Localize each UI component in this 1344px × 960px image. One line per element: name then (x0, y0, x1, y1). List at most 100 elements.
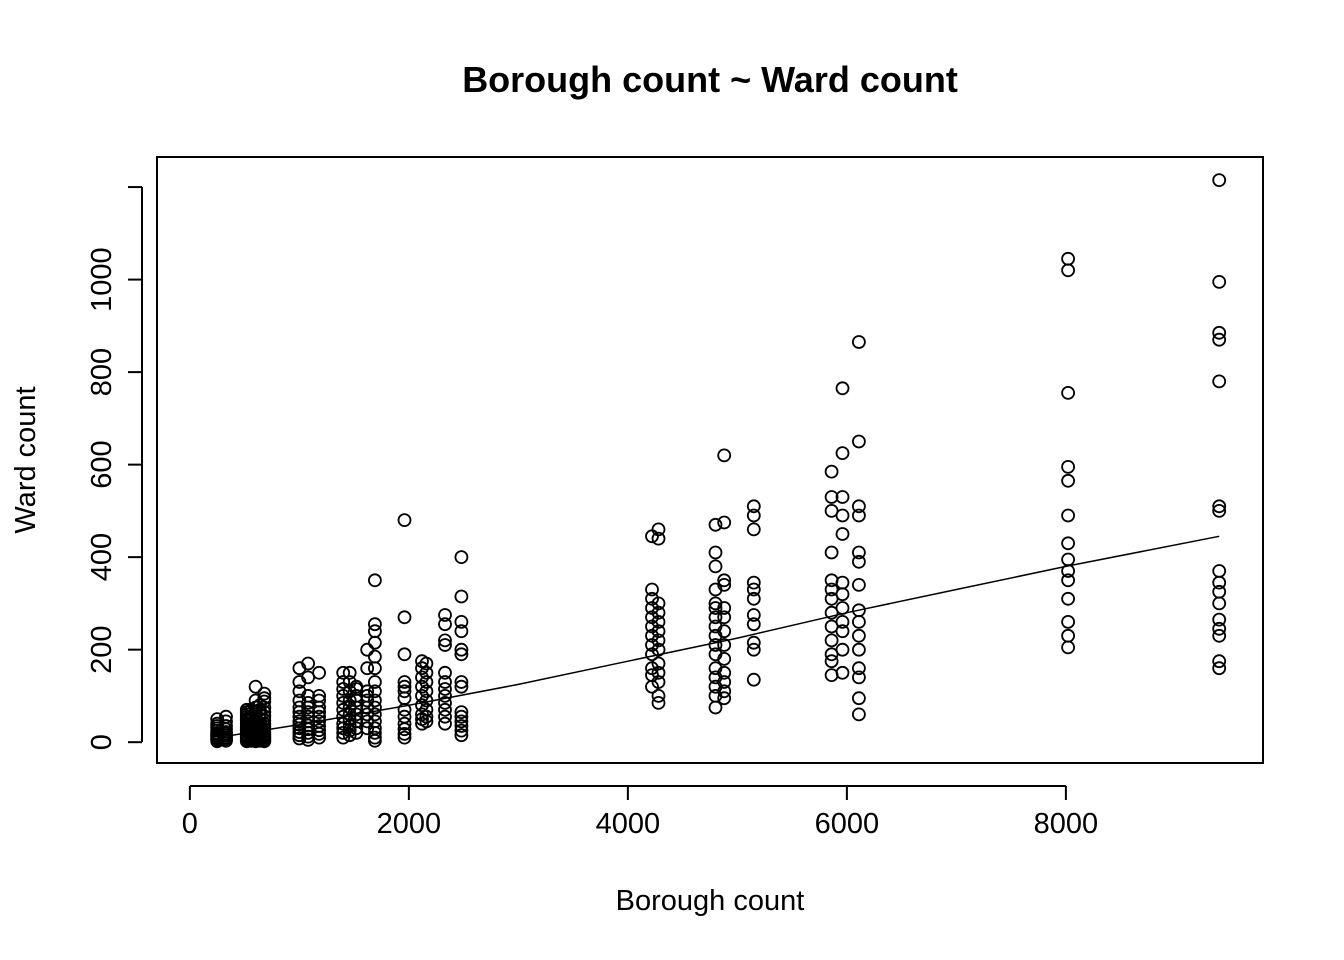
y-axis: 0 200 400 600 800 1000 (86, 186, 143, 750)
data-point (708, 610, 723, 625)
data-point (852, 335, 866, 349)
data-point (824, 654, 839, 669)
data-point (1061, 628, 1075, 643)
data-point (1212, 332, 1227, 347)
x-tick-label: 2000 (377, 808, 442, 840)
data-point (746, 575, 761, 590)
data-point (397, 709, 412, 724)
data-point (367, 617, 382, 632)
data-point (708, 559, 723, 574)
data-point (367, 573, 382, 588)
data-point (397, 513, 412, 527)
data-point (438, 702, 452, 717)
data-point (454, 679, 469, 694)
data-point (397, 647, 412, 662)
data-point (1212, 564, 1227, 578)
data-point (835, 446, 850, 461)
data-point (651, 615, 666, 629)
data-point (746, 617, 761, 632)
y-tick-label: 400 (86, 533, 118, 581)
data-point (336, 709, 351, 724)
data-point (717, 684, 732, 699)
data-point (1212, 374, 1227, 389)
data-point (651, 522, 666, 537)
data-point (852, 554, 866, 569)
data-point (651, 689, 666, 703)
data-point (210, 712, 225, 726)
data-point (852, 707, 866, 722)
data-point (419, 665, 434, 680)
data-point (438, 675, 452, 689)
data-point (746, 672, 761, 687)
data-point (852, 670, 866, 685)
data-point (824, 545, 839, 560)
data-point (438, 665, 452, 680)
data-point (397, 610, 412, 625)
data-point (835, 642, 850, 657)
data-point (1212, 503, 1227, 518)
data-point (835, 508, 850, 523)
data-point (397, 679, 412, 694)
data-point (651, 624, 666, 639)
data-point (454, 550, 469, 564)
data-point (397, 684, 412, 699)
data-point (312, 719, 327, 733)
data-point (360, 642, 375, 657)
data-point (360, 714, 375, 729)
y-tick-label: 200 (86, 626, 118, 674)
data-point (438, 633, 452, 648)
data-point (717, 624, 732, 639)
data-point (367, 707, 382, 722)
data-point (852, 499, 866, 514)
data-point (651, 665, 666, 680)
data-point (257, 686, 272, 701)
data-point (651, 531, 666, 546)
data-point (342, 723, 357, 738)
y-ticks: 0 200 400 600 800 1000 (86, 186, 142, 750)
data-point (219, 719, 233, 733)
x-axis-label: Borough count (616, 885, 805, 917)
data-point (438, 608, 452, 622)
data-point (397, 727, 412, 741)
data-point (367, 714, 382, 729)
data-point (746, 642, 761, 657)
data-point (312, 709, 327, 724)
data-point (717, 652, 732, 666)
data-point (367, 730, 382, 745)
data-point (257, 691, 272, 706)
data-point (717, 610, 732, 625)
data-point (312, 714, 327, 729)
data-point (1061, 459, 1075, 474)
data-point (336, 675, 351, 689)
data-point (835, 490, 850, 504)
data-point (708, 638, 723, 652)
data-point (438, 696, 452, 710)
data-point (717, 638, 732, 652)
data-point (415, 689, 429, 703)
data-point (651, 656, 666, 671)
trend-line-layer (217, 535, 1220, 739)
data-point (454, 642, 469, 657)
data-point (1212, 654, 1227, 669)
data-point (397, 716, 412, 731)
x-tick-label: 8000 (1034, 808, 1099, 840)
data-point (852, 628, 866, 643)
data-point (312, 689, 327, 703)
data-point (746, 635, 761, 650)
x-tick-label: 4000 (596, 808, 661, 840)
data-point (454, 615, 469, 629)
data-point (645, 582, 659, 597)
y-tick-label: 0 (86, 734, 118, 750)
data-point (852, 603, 866, 618)
data-point (415, 661, 429, 676)
chart-title: Borough count ~ Ward count (462, 59, 958, 100)
data-point (415, 698, 429, 713)
data-point (651, 605, 666, 620)
data-point (717, 573, 732, 588)
data-point (419, 709, 434, 724)
data-point (454, 723, 469, 738)
data-point (349, 721, 364, 736)
data-point (835, 665, 850, 680)
